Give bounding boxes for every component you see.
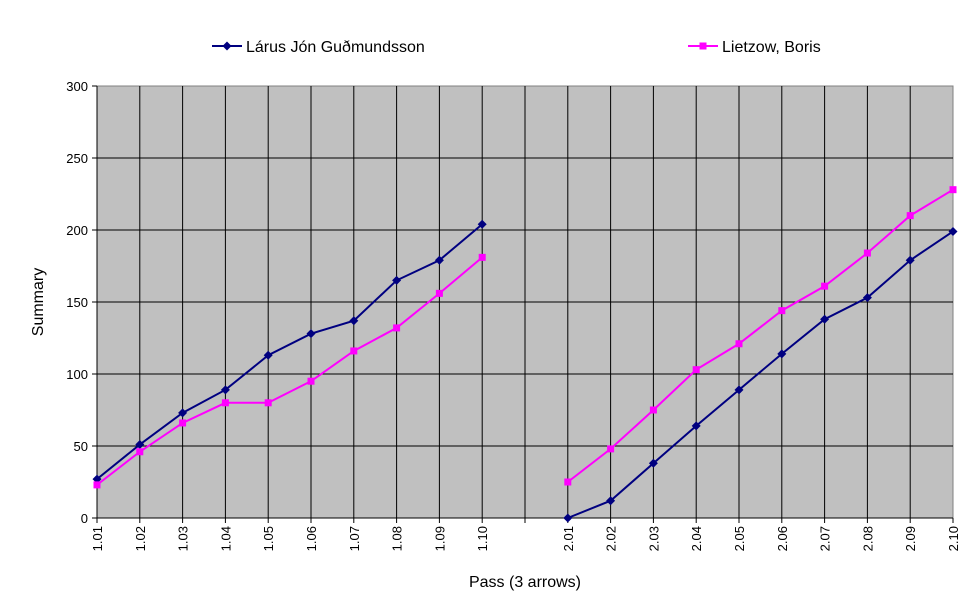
data-point [648, 458, 658, 468]
data-point [948, 226, 958, 236]
x-tick-label: 1.04 [218, 526, 233, 551]
data-point [264, 399, 272, 407]
x-tick-label: 2.07 [818, 526, 833, 551]
y-tick-label: 100 [66, 367, 88, 382]
x-tick-label: 1.09 [432, 526, 447, 551]
data-point [307, 377, 315, 385]
data-point [136, 448, 144, 456]
data-point [349, 316, 359, 326]
series-line [567, 230, 954, 519]
series-2 [93, 186, 957, 489]
x-tick-label: 2.05 [732, 526, 747, 551]
data-point [649, 406, 657, 414]
data-point [949, 186, 957, 194]
data-point [606, 496, 616, 506]
data-point [135, 440, 145, 450]
data-point [821, 282, 829, 290]
y-tick-label: 150 [66, 295, 88, 310]
x-tick-label: 2.08 [860, 526, 875, 551]
legend-entry-2: Lietzow, Boris [688, 39, 821, 56]
data-point [692, 366, 700, 374]
data-point [820, 314, 830, 324]
x-tick-label: 1.07 [347, 526, 362, 551]
series-line [567, 188, 954, 483]
data-point [563, 513, 573, 523]
data-point [778, 307, 786, 315]
data-point [863, 249, 871, 257]
data-point [735, 340, 743, 348]
x-tick-label: 1.08 [390, 526, 405, 551]
data-point [179, 419, 187, 427]
x-tick-label: 2.10 [946, 526, 961, 551]
data-point [564, 478, 572, 486]
data-point [392, 275, 402, 285]
data-point [92, 474, 102, 484]
gridlines [97, 86, 953, 518]
y-tick-label: 200 [66, 223, 88, 238]
data-point [734, 385, 744, 395]
data-point [691, 421, 701, 431]
x-tick-label: 2.09 [903, 526, 918, 551]
x-tick-label: 2.06 [775, 526, 790, 551]
data-point [478, 253, 486, 261]
legend-label: Lietzow, Boris [722, 39, 821, 56]
x-tick-label: 1.02 [133, 526, 148, 551]
series-line [96, 256, 483, 486]
x-tick-label: 2.03 [646, 526, 661, 551]
data-point [777, 349, 787, 359]
data-point [263, 350, 273, 360]
x-tick-label: 1.10 [475, 526, 490, 551]
data-point [477, 219, 487, 229]
x-axis: 1.01 1.02 1.03 1.04 1.05 1.06 1.07 1.08 1.09 1.10… [90, 517, 961, 551]
x-tick-label: 1.06 [304, 526, 319, 551]
legend-marker [699, 42, 707, 50]
y-tick-label: 50 [74, 439, 88, 454]
data-point [435, 289, 443, 297]
x-tick-label: 1.01 [90, 526, 105, 551]
data-point [607, 445, 615, 453]
x-tick-label: 2.01 [561, 526, 576, 551]
data-point [221, 399, 229, 407]
data-point [393, 324, 401, 332]
series-1 [92, 219, 958, 523]
y-tick-label: 300 [66, 79, 88, 94]
y-tick-label: 0 [81, 511, 88, 526]
series-line [96, 223, 483, 480]
x-tick-label: 2.02 [604, 526, 619, 551]
data-point [306, 329, 316, 339]
y-axis-title: Summary [30, 268, 47, 336]
x-tick-label: 2.04 [689, 526, 704, 551]
data-point [350, 347, 358, 355]
legend-label: Lárus Jón Guðmundsson [246, 39, 425, 56]
data-point [906, 212, 914, 220]
legend-entry-1: Lárus Jón Guðmundsson [212, 39, 425, 56]
data-point [905, 255, 915, 265]
legend-marker [222, 41, 232, 51]
data-point [862, 293, 872, 303]
data-point [178, 408, 188, 418]
data-point [434, 255, 444, 265]
data-point [93, 481, 101, 489]
x-tick-label: 1.03 [176, 526, 191, 551]
x-axis-title: Pass (3 arrows) [469, 574, 581, 591]
legend: Lárus Jón Guðmundsson Lietzow, Boris [212, 39, 821, 56]
y-tick-label: 250 [66, 151, 88, 166]
y-axis: 0 50 100 150 200 250 300 [66, 79, 98, 526]
x-tick-label: 1.05 [261, 526, 276, 551]
data-point [220, 385, 230, 395]
series-lines [92, 186, 958, 523]
